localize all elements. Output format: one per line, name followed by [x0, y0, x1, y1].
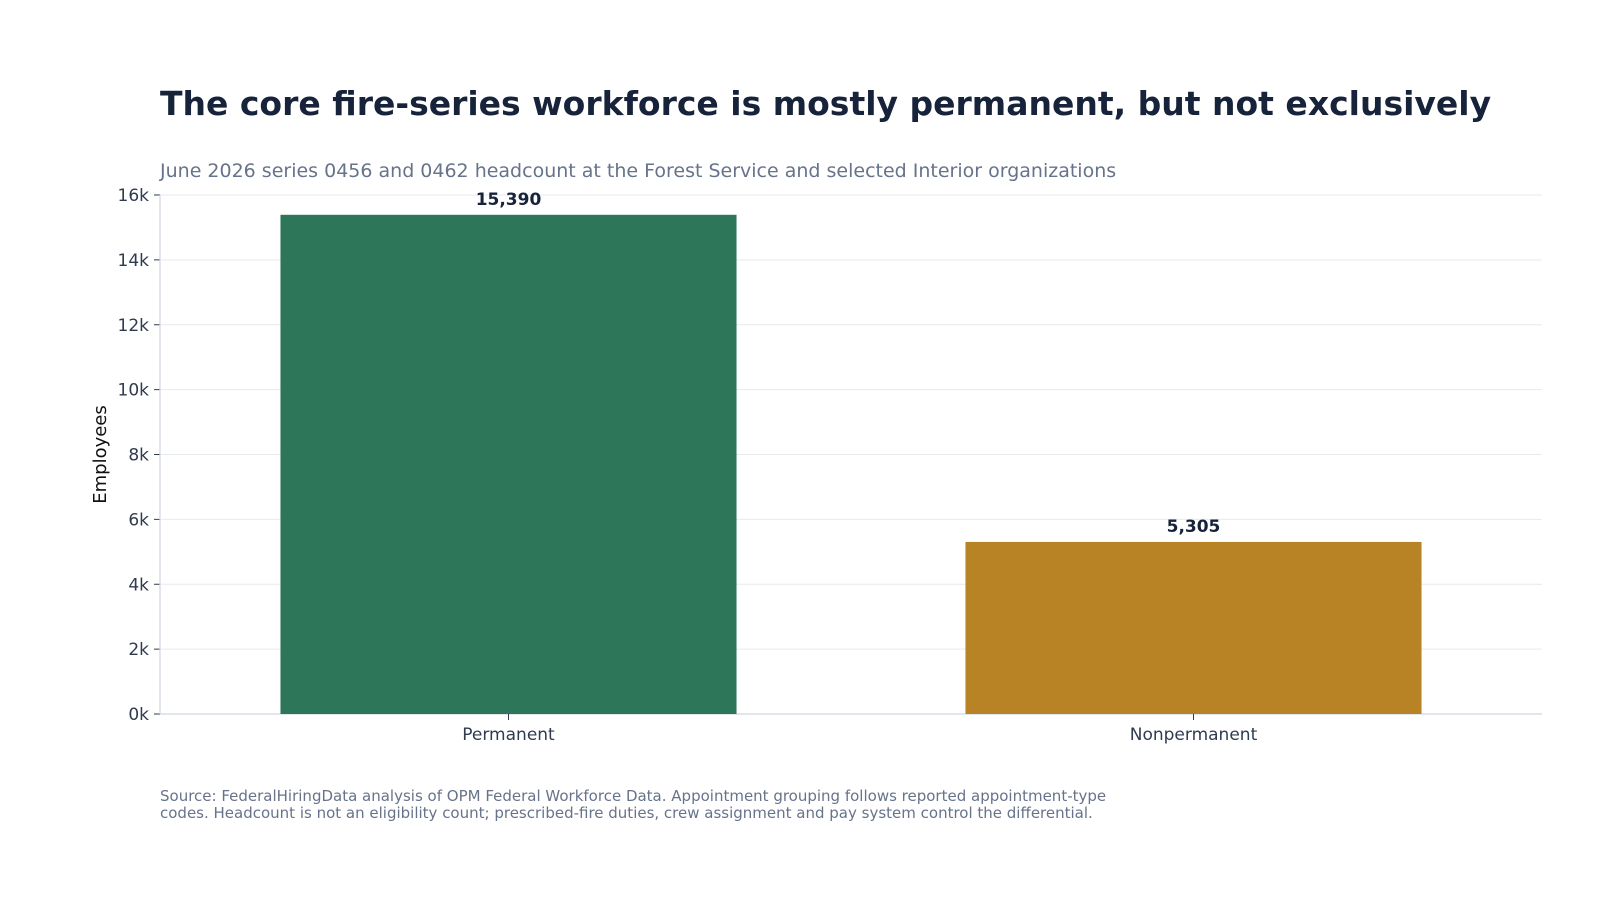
- y-tick-label: 12k: [118, 316, 150, 336]
- source-note: Source: FederalHiringData analysis of OP…: [160, 788, 1160, 822]
- y-tick-label: 6k: [128, 510, 149, 530]
- chart-title: The core fire-series workforce is mostly…: [160, 84, 1492, 123]
- chart-subtitle: June 2026 series 0456 and 0462 headcount…: [160, 160, 1117, 182]
- bar-nonpermanent: [965, 541, 1422, 714]
- y-tick-label: 8k: [128, 446, 149, 466]
- y-tick-label: 0k: [128, 705, 149, 725]
- bar-value-label: 5,305: [1167, 517, 1221, 537]
- source-note-line-2: codes. Headcount is not an eligibility c…: [160, 804, 1093, 822]
- source-note-line-1: Source: FederalHiringData analysis of OP…: [160, 787, 1107, 805]
- bar-permanent: [280, 214, 737, 715]
- y-axis-title: Employees: [90, 405, 111, 504]
- y-tick-label: 10k: [118, 381, 150, 401]
- x-tick-label: Permanent: [462, 725, 555, 745]
- y-tick-label: 2k: [128, 640, 149, 660]
- y-tick-label: 14k: [118, 251, 150, 271]
- bar-value-label: 15,390: [476, 190, 542, 210]
- y-tick-label: 4k: [128, 575, 149, 595]
- y-tick-label: 16k: [118, 186, 150, 206]
- x-tick-label: Nonpermanent: [1130, 725, 1258, 745]
